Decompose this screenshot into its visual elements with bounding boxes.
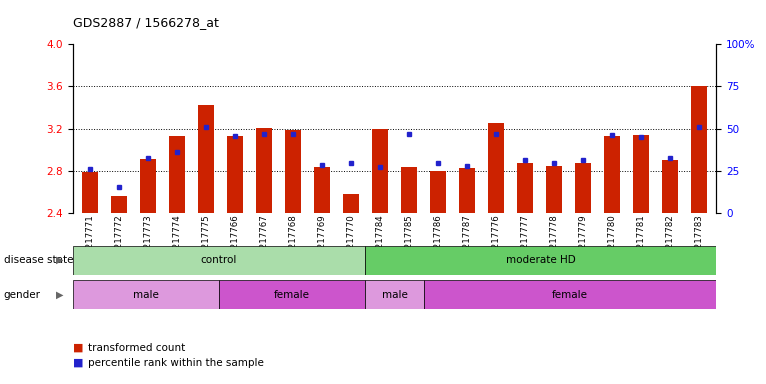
Text: ▶: ▶ xyxy=(56,290,64,300)
Text: female: female xyxy=(552,290,588,300)
Text: female: female xyxy=(274,290,310,300)
Bar xyxy=(633,135,649,213)
Bar xyxy=(691,86,707,213)
Bar xyxy=(227,136,243,213)
Text: moderate HD: moderate HD xyxy=(506,255,575,265)
Text: male: male xyxy=(133,290,159,300)
Bar xyxy=(169,136,185,213)
Bar xyxy=(343,194,359,213)
Text: male: male xyxy=(381,290,408,300)
Bar xyxy=(424,280,716,309)
Bar xyxy=(82,172,98,213)
Text: ■: ■ xyxy=(73,358,83,368)
Text: percentile rank within the sample: percentile rank within the sample xyxy=(88,358,264,368)
Bar xyxy=(517,164,533,213)
Bar xyxy=(430,171,446,213)
Bar xyxy=(459,168,475,213)
Bar xyxy=(256,127,272,213)
Bar xyxy=(575,164,591,213)
Text: gender: gender xyxy=(4,290,41,300)
Text: transformed count: transformed count xyxy=(88,343,185,353)
Text: control: control xyxy=(201,255,237,265)
Bar xyxy=(546,166,562,213)
Bar xyxy=(314,167,330,213)
Bar xyxy=(73,280,219,309)
Bar xyxy=(372,129,388,213)
Bar xyxy=(73,246,365,275)
Bar xyxy=(285,130,301,213)
Bar xyxy=(365,246,716,275)
Bar xyxy=(140,159,156,213)
Text: disease state: disease state xyxy=(4,255,74,265)
Bar xyxy=(365,280,424,309)
Text: GDS2887 / 1566278_at: GDS2887 / 1566278_at xyxy=(73,16,218,29)
Bar xyxy=(604,136,620,213)
Text: ■: ■ xyxy=(73,343,83,353)
Bar xyxy=(111,196,127,213)
Bar xyxy=(219,280,365,309)
Bar xyxy=(401,167,417,213)
Bar xyxy=(488,123,504,213)
Text: ▶: ▶ xyxy=(56,255,64,265)
Bar xyxy=(198,105,214,213)
Bar xyxy=(662,161,678,213)
